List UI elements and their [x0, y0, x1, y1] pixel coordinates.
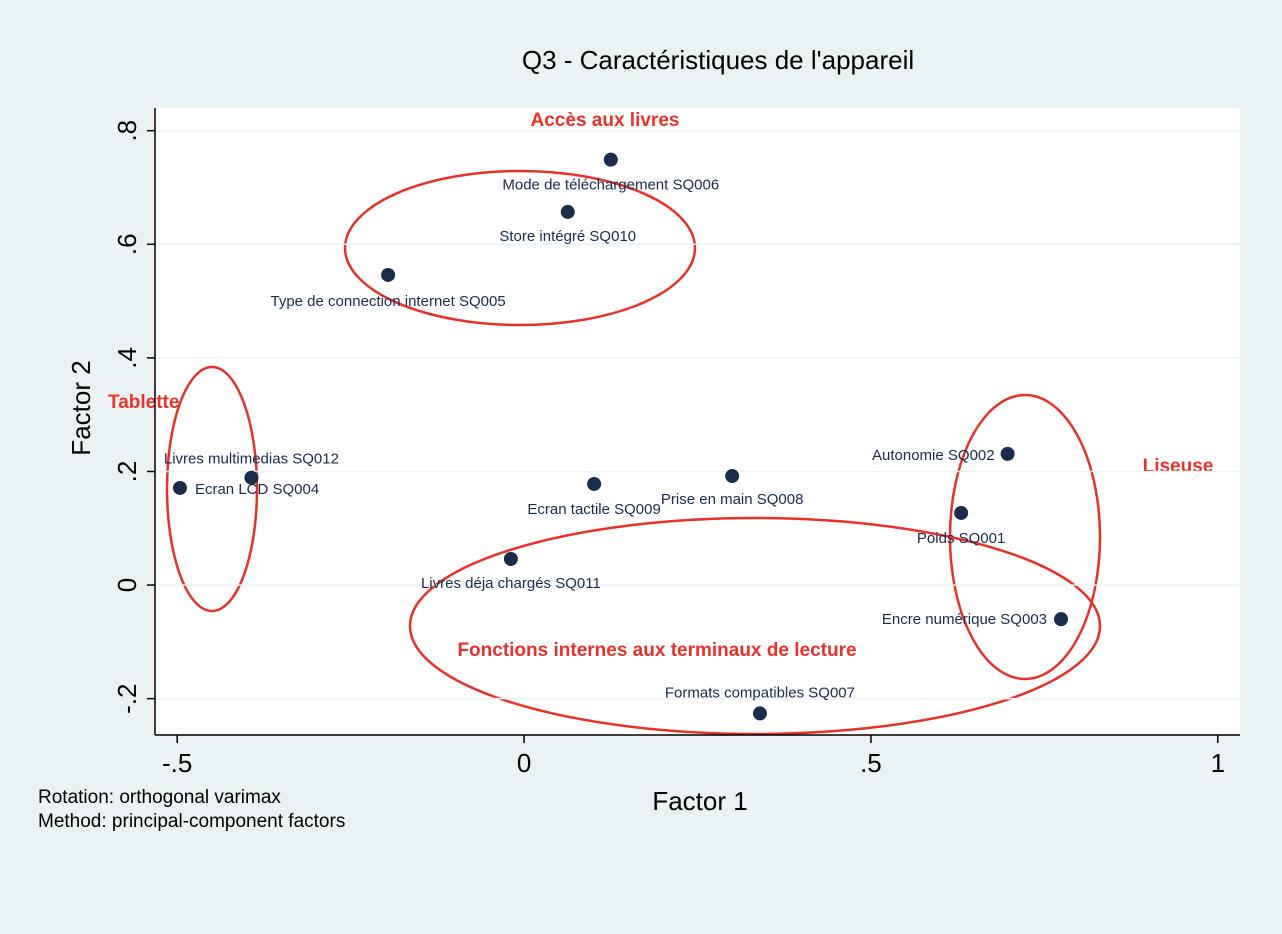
point-label: Prise en main SQ008 — [661, 491, 804, 508]
point — [725, 469, 740, 484]
y-tick-label: .4 — [112, 347, 142, 369]
x-axis-label: Factor 1 — [652, 786, 747, 816]
chart-title: Q3 - Caractéristiques de l'appareil — [522, 45, 914, 75]
point-label: Poids SQ001 — [917, 530, 1005, 547]
point-label: Livres multimedias SQ012 — [164, 451, 339, 468]
ellipses — [165, 169, 1102, 736]
point-label: Ecran tactile SQ009 — [527, 501, 660, 518]
y-axis-label: Factor 2 — [66, 360, 96, 455]
point — [603, 152, 618, 167]
ellipse — [343, 169, 697, 327]
x-tick-label: -.5 — [162, 748, 192, 778]
point — [381, 267, 396, 282]
point — [244, 470, 259, 485]
point — [560, 204, 575, 219]
x-tick-label: 1 — [1211, 748, 1225, 778]
x-tick-label: 0 — [517, 748, 531, 778]
point-label: Store intégré SQ010 — [499, 228, 636, 245]
point — [587, 476, 602, 491]
point-label: Mode de téléchargement SQ006 — [502, 177, 719, 194]
point — [1054, 612, 1069, 627]
y-tick-label: .8 — [112, 120, 142, 142]
point-label: Autonomie SQ002 — [872, 447, 995, 464]
y-tick-label: .6 — [112, 233, 142, 255]
plot-area — [155, 108, 1240, 735]
point-label: Ecran LCD SQ004 — [195, 481, 319, 498]
annotation: Tablette — [108, 392, 179, 413]
note: Rotation: orthogonal varimax — [38, 787, 281, 808]
y-tick-label: 0 — [112, 578, 142, 592]
point — [1000, 446, 1015, 461]
y-tick-label: .2 — [112, 461, 142, 483]
point — [752, 706, 767, 721]
x-tick-label: .5 — [860, 748, 882, 778]
ellipse — [408, 516, 1102, 736]
point — [954, 505, 969, 520]
annotation: Accès aux livres — [531, 110, 680, 131]
annotation: Fonctions internes aux terminaux de lect… — [457, 640, 856, 661]
point — [172, 480, 187, 495]
y-tick-label: -.2 — [112, 683, 142, 713]
ellipse — [165, 365, 259, 613]
note: Method: principal-component factors — [38, 811, 345, 832]
point-label: Livres déja chargés SQ011 — [421, 575, 601, 592]
point-label: Encre numérique SQ003 — [882, 611, 1047, 628]
point-label: Formats compatibles SQ007 — [665, 684, 855, 701]
annotation: Liseuse — [1143, 456, 1214, 477]
point — [503, 551, 518, 566]
point-label: Type de connection internet SQ005 — [271, 293, 506, 310]
